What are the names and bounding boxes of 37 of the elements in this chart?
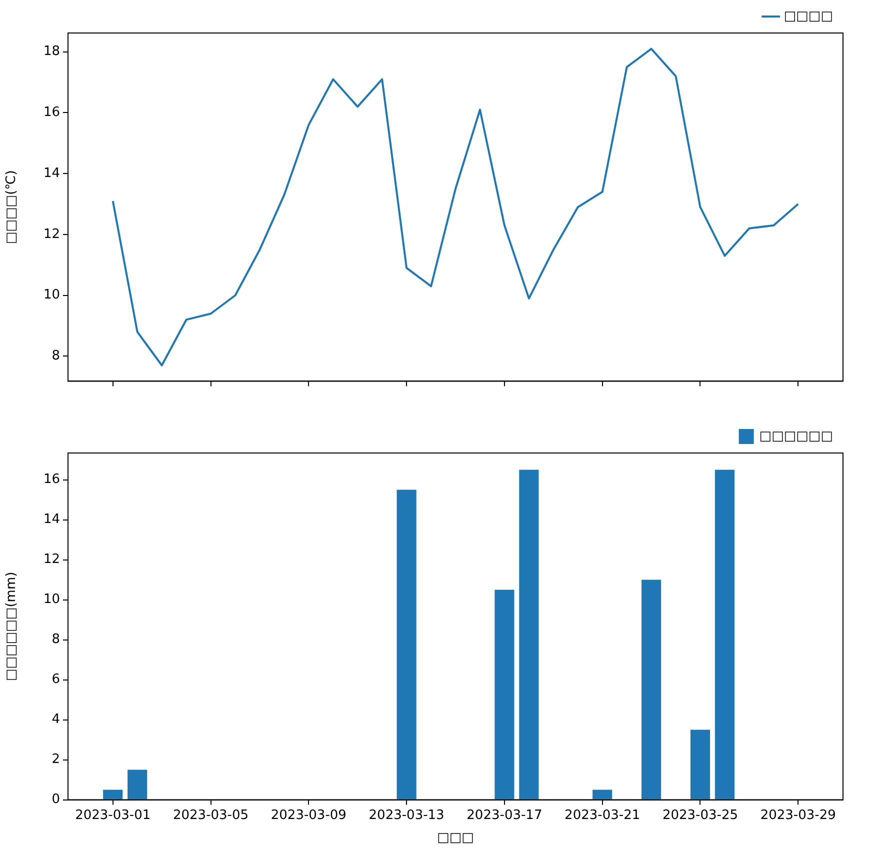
y-tick-label: 8	[52, 348, 60, 364]
y-tick-label: 14	[43, 166, 60, 181]
y-tick-label: 18	[43, 44, 60, 60]
bar	[494, 590, 514, 800]
y-tick-label: 12	[43, 552, 60, 568]
y-axis-title: □□□□□□(mm)	[4, 572, 20, 681]
legend-label: □□□□□□	[759, 428, 834, 444]
y-tick-label: 8	[52, 632, 60, 648]
x-tick-label: 2023-03-25	[662, 808, 738, 823]
bar	[592, 790, 612, 800]
bar	[714, 470, 734, 800]
y-tick-label: 6	[52, 672, 60, 688]
bar	[519, 470, 539, 800]
bar	[128, 770, 148, 800]
x-tick-label: 2023-03-09	[270, 808, 346, 823]
y-tick-label: 16	[43, 472, 60, 488]
legend-label: □□□□	[784, 8, 834, 24]
y-axis-title: □□□□(℃)	[4, 170, 20, 244]
bar	[103, 790, 123, 800]
x-tick-label: 2023-03-13	[368, 808, 444, 823]
y-tick-label: 16	[43, 105, 60, 120]
y-tick-label: 12	[43, 226, 60, 242]
y-tick-label: 0	[52, 792, 60, 808]
x-tick-label: 2023-03-05	[172, 808, 249, 823]
x-tick-label: 2023-03-01	[75, 808, 151, 823]
bar	[690, 730, 710, 800]
x-tick-label: 2023-03-21	[564, 808, 640, 823]
x-axis-title: □□□	[437, 830, 474, 846]
y-tick-label: 14	[43, 512, 60, 528]
y-tick-label: 10	[43, 288, 60, 303]
y-tick-label: 10	[43, 592, 60, 608]
x-tick-label: 2023-03-17	[466, 808, 542, 823]
x-tick-label: 2023-03-29	[760, 808, 836, 823]
bar	[642, 580, 662, 800]
y-tick-label: 4	[52, 712, 60, 728]
y-tick-label: 2	[52, 752, 60, 768]
bar	[396, 490, 416, 800]
